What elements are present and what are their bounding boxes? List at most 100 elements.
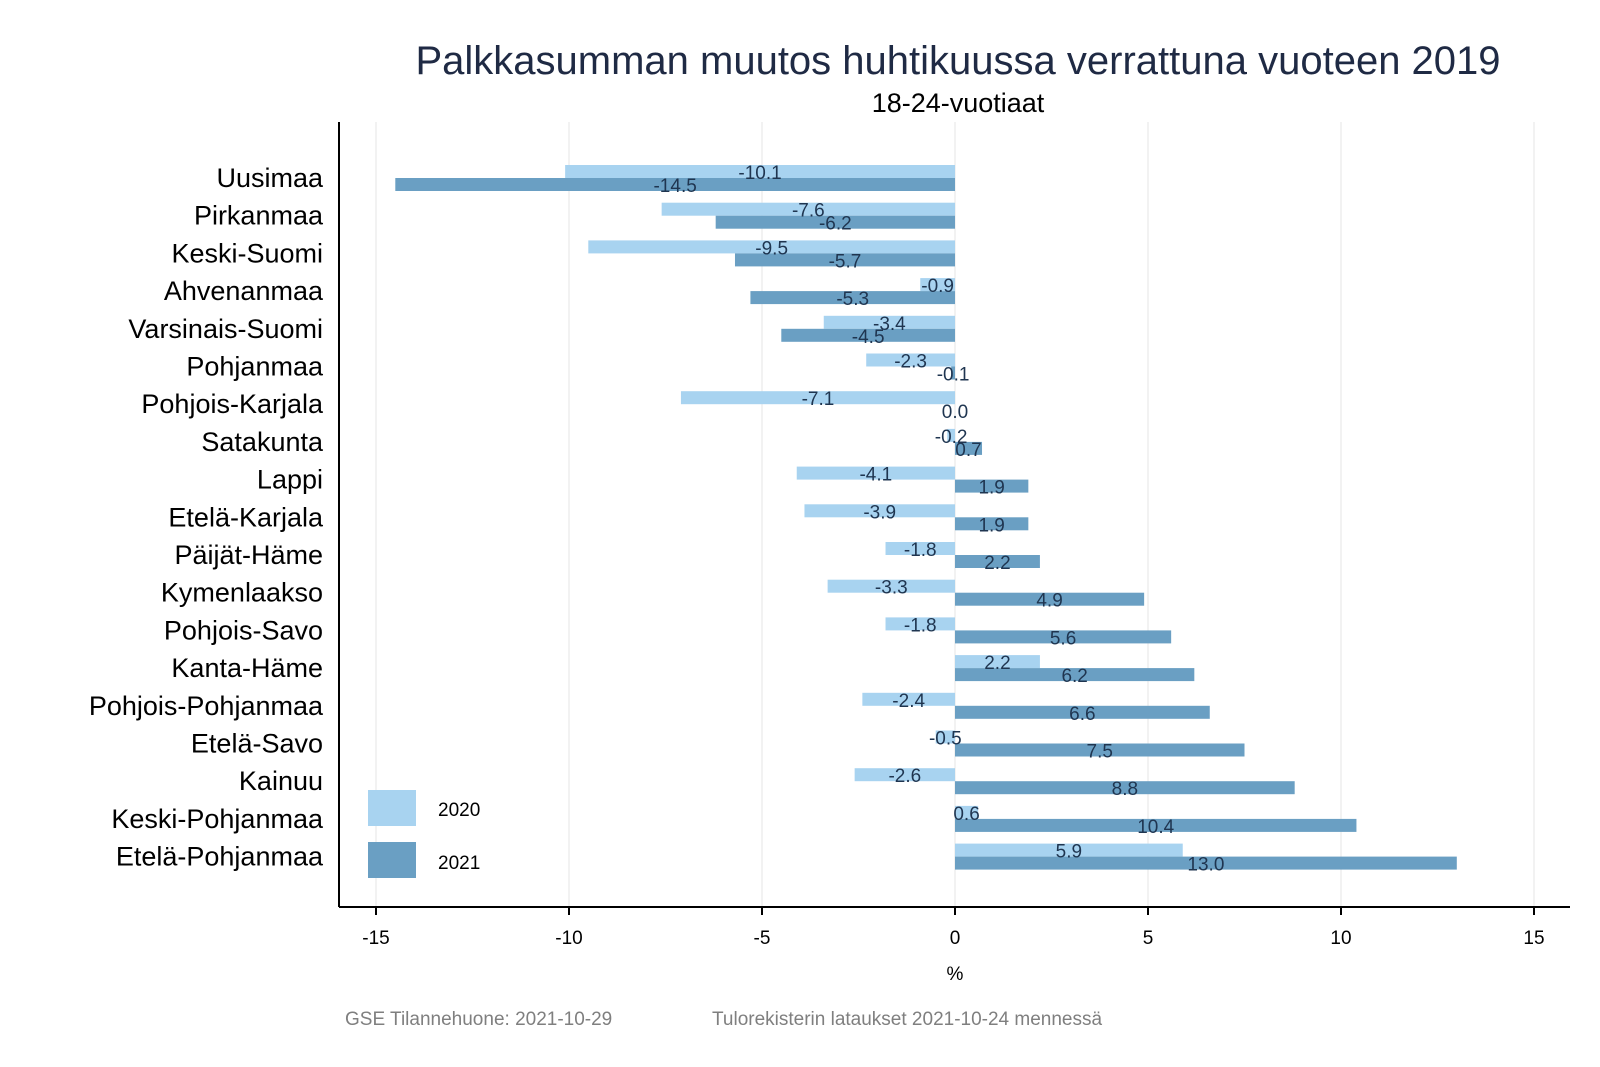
x-tick-label: -5 [754, 928, 771, 949]
x-tick-label: 10 [1330, 928, 1351, 949]
bar-2020 [862, 692, 955, 706]
data-label-2020: 2.2 [984, 653, 1010, 674]
data-label-2021: -6.2 [819, 214, 852, 235]
bar-2021 [395, 178, 955, 191]
data-label-2020: -1.8 [904, 540, 937, 561]
footer-source: GSE Tilannehuone: 2021-10-29 [345, 1009, 612, 1030]
data-label-2020: -10.1 [738, 163, 781, 184]
category-label: Pohjois-Savo [164, 615, 323, 645]
bar-2020 [920, 278, 955, 292]
chart-title: Palkkasumman muutos huhtikuussa verrattu… [415, 39, 1500, 83]
bar-2021 [955, 517, 1029, 531]
category-label: Pohjois-Pohjanmaa [89, 691, 324, 721]
data-label-2020: -7.1 [802, 389, 835, 410]
category-label: Uusimaa [216, 163, 324, 193]
data-label-2020: -7.6 [792, 201, 825, 222]
bar-2020 [827, 579, 955, 593]
x-tick-label: -15 [362, 928, 389, 949]
category-label: Lappi [257, 465, 323, 495]
data-label-2021: 5.6 [1050, 628, 1076, 649]
chart-subtitle: 18-24-vuotiaat [872, 88, 1045, 118]
legend-swatch-2020 [368, 790, 416, 826]
data-label-2020: -0.2 [935, 427, 968, 448]
data-label-2021: 2.2 [984, 553, 1010, 574]
data-label-2021: -4.5 [852, 327, 885, 348]
data-label-2021: 4.9 [1036, 591, 1062, 612]
bar-2020 [955, 655, 1040, 669]
category-label: Pirkanmaa [194, 201, 324, 231]
category-label: Kainuu [239, 766, 323, 796]
bar-2020 [885, 542, 955, 555]
data-label-2021: 1.9 [978, 478, 1004, 499]
category-label: Pohjanmaa [186, 352, 324, 382]
bar-2020 [661, 202, 955, 216]
bar-2021 [955, 743, 1245, 757]
bar-2020 [854, 768, 955, 782]
bar-2021 [955, 555, 1040, 568]
category-label: Etelä-Karjala [168, 502, 324, 532]
legend: 2020 2021 [368, 790, 480, 878]
category-labels: Uusimaa Pirkanmaa Keski-Suomi Ahvenanmaa Var… [89, 163, 324, 872]
data-label-2020: 0.6 [953, 804, 979, 825]
data-label-2021: -5.3 [836, 289, 869, 310]
data-label-2021: 13.0 [1187, 855, 1224, 876]
x-tick-label: 15 [1523, 928, 1544, 949]
bar-2021 [734, 253, 955, 267]
data-label-2021: 0.0 [942, 402, 968, 423]
data-label-2020: -9.5 [755, 238, 788, 259]
data-label-2020: -0.5 [929, 729, 962, 750]
data-label-2021: -0.1 [937, 365, 970, 386]
bar-2021 [955, 856, 1457, 870]
data-label-2020: -3.3 [875, 578, 908, 599]
legend-swatch-2021 [368, 842, 416, 878]
category-label: Etelä-Pohjanmaa [116, 842, 324, 872]
bars [395, 165, 1457, 870]
bar-2020 [565, 165, 955, 178]
bar-2021 [955, 705, 1210, 719]
bar-2021 [951, 366, 955, 380]
bar-2020 [955, 843, 1183, 857]
bar-2020 [804, 504, 955, 518]
bar-2020 [885, 617, 955, 631]
bar-2021 [955, 479, 1029, 493]
bar-2021 [955, 630, 1172, 644]
category-label: Etelä-Savo [191, 729, 323, 759]
data-label-2020: -1.8 [904, 615, 937, 636]
bar-2021 [715, 215, 955, 229]
data-label-2021: -5.7 [829, 251, 862, 272]
x-tick-label: -10 [555, 928, 582, 949]
bar-2021 [955, 781, 1295, 795]
category-label: Pohjois-Karjala [141, 389, 324, 419]
bar-2021 [955, 592, 1145, 606]
bar-2020 [588, 240, 955, 254]
bar-2021 [750, 291, 955, 305]
category-label: Keski-Pohjanmaa [111, 804, 324, 834]
category-label: Ahvenanmaa [164, 276, 324, 306]
bar-2021 [781, 328, 955, 342]
bar-2021 [955, 668, 1195, 682]
x-tick-label: 5 [1143, 928, 1154, 949]
category-label: Kanta-Häme [171, 653, 323, 683]
data-label-2021: 7.5 [1087, 742, 1113, 763]
data-label-2021: 0.7 [955, 440, 981, 461]
bar-2020 [680, 391, 955, 405]
data-label-2021: 10.4 [1137, 817, 1174, 838]
data-labels: -10.1-14.5-7.6-6.2-9.5-5.7-0.9-5.3-3.4-4… [653, 163, 1224, 876]
bar-2020 [866, 353, 955, 367]
data-label-2020: 5.9 [1056, 842, 1082, 863]
data-label-2020: -3.4 [873, 314, 906, 335]
data-label-2020: -2.6 [888, 766, 921, 787]
category-label: Varsinais-Suomi [128, 314, 323, 344]
bar-2020 [823, 315, 955, 329]
data-label-2021: -14.5 [653, 176, 696, 197]
legend-label-2020: 2020 [438, 800, 480, 821]
category-label: Keski-Suomi [171, 238, 323, 268]
data-label-2021: 1.9 [978, 515, 1004, 536]
category-label: Päijät-Häme [174, 540, 323, 570]
x-axis-ticks: -15 -10 -5 0 5 10 15 [362, 907, 1545, 949]
x-tick-label: 0 [950, 928, 961, 949]
x-axis-title: % [947, 964, 964, 985]
data-label-2020: -2.3 [894, 352, 927, 373]
data-label-2021: 6.2 [1061, 666, 1087, 687]
